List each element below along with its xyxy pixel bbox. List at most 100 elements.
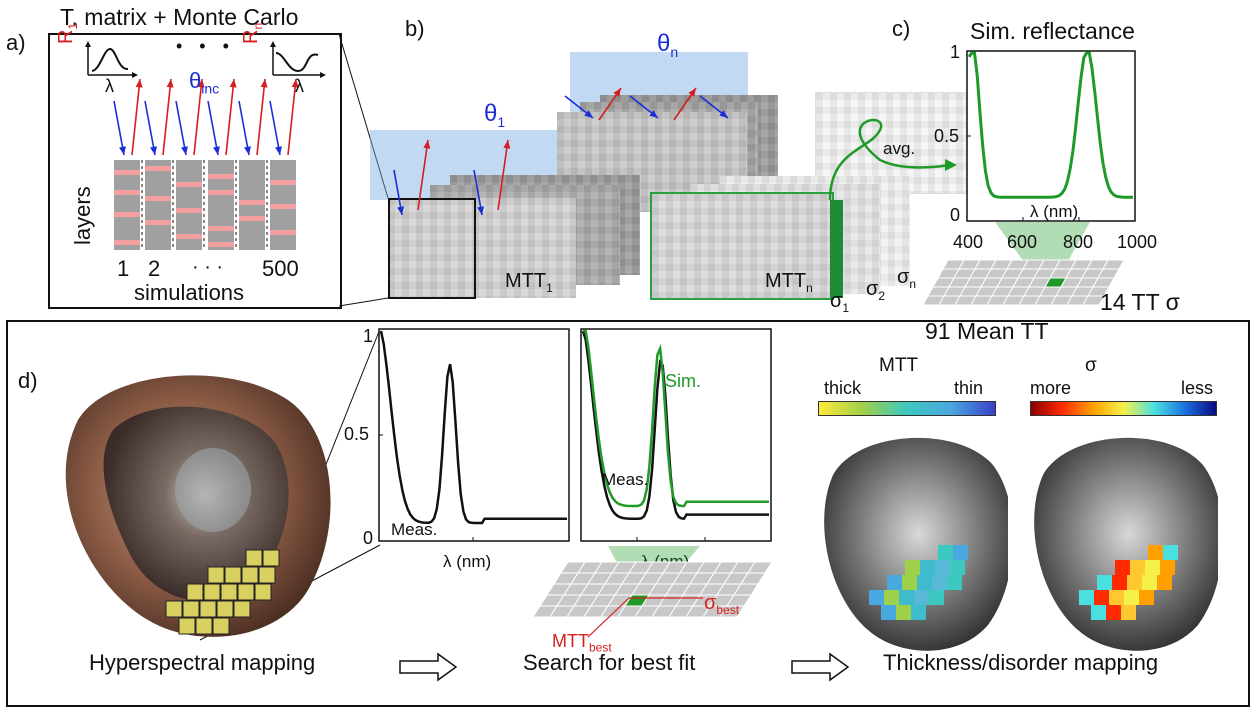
- reflected-arrow: [256, 78, 268, 156]
- layer-column: [208, 160, 234, 250]
- sim-label-dots: · · ·: [192, 256, 224, 278]
- c-ytick-1: 1: [950, 42, 961, 62]
- disorder-map-cell: [1163, 545, 1178, 560]
- mapping-grid-cell: [182, 600, 200, 618]
- layer-band: [114, 190, 140, 195]
- disorder-map-shell: [1034, 437, 1218, 651]
- c-xtick-600: 600: [1007, 232, 1038, 252]
- thickness-map-cell: [917, 575, 932, 590]
- mtt-colorbar: [818, 401, 996, 416]
- fit-spectrum-chart: [580, 328, 772, 542]
- thickness-map-cell: [896, 605, 911, 620]
- disorder-map-cell: [1106, 605, 1121, 620]
- layer-band: [208, 174, 234, 179]
- step-hyperspectral-mapping: Hyperspectral mapping: [89, 650, 316, 675]
- incident-arrow: [473, 169, 484, 216]
- reflected-arrow: [193, 78, 205, 156]
- sim-label-2: 2: [148, 256, 161, 281]
- mapping-grid-cell: [237, 583, 255, 601]
- incident-reflected-arrows: [113, 78, 299, 156]
- incident-arrow: [238, 100, 251, 156]
- layer-band: [270, 180, 296, 185]
- dots-separator: • • •: [176, 36, 235, 56]
- abalone-shell-photo: [65, 375, 331, 637]
- layer-band: [114, 170, 140, 175]
- mapping-grid-cell: [186, 583, 204, 601]
- mtt-colorbar-left: thick: [824, 378, 862, 398]
- panel-d-frame: [6, 320, 1250, 707]
- mapping-grid-cell: [203, 583, 221, 601]
- sigma-best-label: σbest: [704, 592, 740, 617]
- thickness-map-cell: [950, 560, 965, 575]
- panel-b-label: b): [405, 16, 425, 41]
- disorder-map-cell: [1145, 560, 1160, 575]
- sim-label-1: 1: [117, 256, 130, 281]
- panel-a-label: a): [6, 30, 26, 55]
- thickness-map-cell: [884, 590, 899, 605]
- measured-spectrum-chart: [378, 328, 570, 542]
- incident-arrow: [699, 95, 729, 119]
- mtt-best-label: MTTbest: [552, 631, 612, 655]
- reflected-arrow: [162, 78, 174, 156]
- thickness-map-cell: [887, 575, 902, 590]
- disorder-map-cell: [1127, 575, 1142, 590]
- mapping-grid-cell: [195, 617, 213, 635]
- panel-c-title: Sim. reflectance: [970, 18, 1135, 44]
- mapping-grid-cell: [220, 583, 238, 601]
- layer-band: [270, 204, 296, 209]
- layer-band: [239, 216, 265, 221]
- grid-cell: [1082, 295, 1105, 306]
- sim-reflectance-chart: [966, 50, 1136, 284]
- fit-meas-label: Meas.: [602, 470, 649, 489]
- cube-highlight-box: [388, 198, 476, 299]
- arrow-right-icon: [791, 652, 850, 682]
- panel-d-label: d): [18, 368, 38, 393]
- mtt-colorbar-title: MTT: [879, 355, 919, 376]
- mapping-grid-cell: [224, 566, 242, 584]
- arrow-right-icon: [399, 652, 458, 682]
- disorder-map-cell: [1091, 605, 1106, 620]
- c-xtick-400: 400: [953, 232, 984, 252]
- layer-column: [145, 160, 171, 250]
- thickness-map-cell: [911, 605, 926, 620]
- layer-band: [208, 226, 234, 231]
- layer-band: [270, 230, 296, 235]
- thickness-map-shell: [824, 437, 1008, 651]
- simulations-axis-label: simulations: [134, 280, 245, 305]
- thickness-map-cell: [902, 575, 917, 590]
- r1-lambda: λ: [105, 76, 114, 96]
- reflected-arrow: [225, 78, 237, 156]
- sim-label-500: 500: [262, 256, 299, 281]
- reflected-arrow: [673, 87, 697, 121]
- thickness-map-cell: [920, 560, 935, 575]
- tt-sigma-count-label: 14 TT σ: [1100, 289, 1180, 315]
- disorder-map-cell: [1157, 575, 1172, 590]
- mapping-grid-cell: [233, 600, 251, 618]
- incident-arrow: [269, 100, 282, 156]
- sigma-colorbar-left: more: [1030, 378, 1072, 398]
- rn-label: Rn: [240, 22, 265, 44]
- tt-parameter-grid: [922, 259, 1125, 306]
- incident-arrow: [393, 169, 404, 216]
- reflected-arrow: [287, 78, 299, 156]
- rn-spectrum-icon: [270, 41, 326, 78]
- disorder-map-cell: [1121, 605, 1136, 620]
- rn-lambda: λ: [295, 76, 304, 96]
- disorder-map-cell: [1112, 575, 1127, 590]
- disorder-map-cell: [1079, 590, 1094, 605]
- avg-label: avg.: [883, 139, 916, 158]
- panel-a-diagram: [85, 41, 326, 250]
- thickness-map-cell: [953, 545, 968, 560]
- mapping-grid-cell: [262, 549, 280, 567]
- incident-arrow: [207, 100, 220, 156]
- grid-cell: [719, 605, 745, 618]
- theta-inc-label: θinc: [189, 68, 220, 97]
- mapping-grid-cell: [199, 600, 217, 618]
- layer-band: [176, 182, 202, 187]
- mapping-grid-cell: [212, 617, 230, 635]
- thickness-map-cell: [914, 590, 929, 605]
- d-ytick-05: 0.5: [344, 424, 370, 444]
- thickness-map-cell: [881, 605, 896, 620]
- mttn-cube-front: [650, 192, 834, 300]
- layer-band: [176, 234, 202, 239]
